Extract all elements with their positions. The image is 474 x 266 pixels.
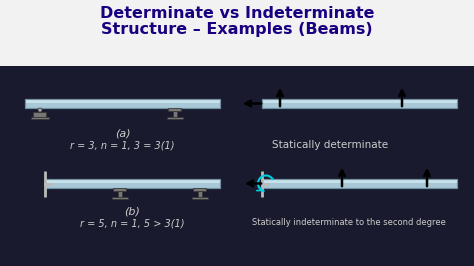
Bar [34, 112, 46, 117]
Bar [25, 99, 220, 108]
Text: Structure – Examples (Beams): Structure – Examples (Beams) [101, 22, 373, 37]
Text: (b): (b) [125, 206, 140, 216]
Bar [25, 99, 220, 103]
Bar [173, 111, 177, 117]
Bar [25, 99, 220, 108]
Text: r = 5, n = 1, 5 > 3(1): r = 5, n = 1, 5 > 3(1) [80, 218, 185, 228]
Text: Statically determinate: Statically determinate [272, 140, 388, 150]
Bar [262, 99, 457, 108]
Text: Determinate vs Indeterminate: Determinate vs Indeterminate [100, 6, 374, 21]
Text: (a): (a) [115, 128, 130, 138]
Bar [262, 99, 457, 108]
Bar [262, 99, 457, 103]
Bar [113, 188, 127, 191]
Bar [112, 197, 128, 199]
Bar [167, 117, 183, 119]
Bar [45, 179, 220, 188]
Bar [192, 197, 208, 199]
Bar [31, 117, 49, 118]
Bar [262, 179, 457, 188]
Bar [198, 191, 202, 197]
FancyBboxPatch shape [0, 0, 474, 66]
Bar [118, 191, 122, 197]
Text: r = 3, n = 1, 3 = 3(1): r = 3, n = 1, 3 = 3(1) [70, 140, 175, 150]
Circle shape [38, 108, 42, 112]
Bar [168, 108, 182, 111]
Bar [193, 188, 207, 191]
Bar [45, 179, 220, 182]
Bar [262, 179, 457, 188]
Bar [262, 179, 457, 182]
Bar [45, 179, 220, 188]
Text: Statically indeterminate to the second degree: Statically indeterminate to the second d… [252, 218, 446, 227]
